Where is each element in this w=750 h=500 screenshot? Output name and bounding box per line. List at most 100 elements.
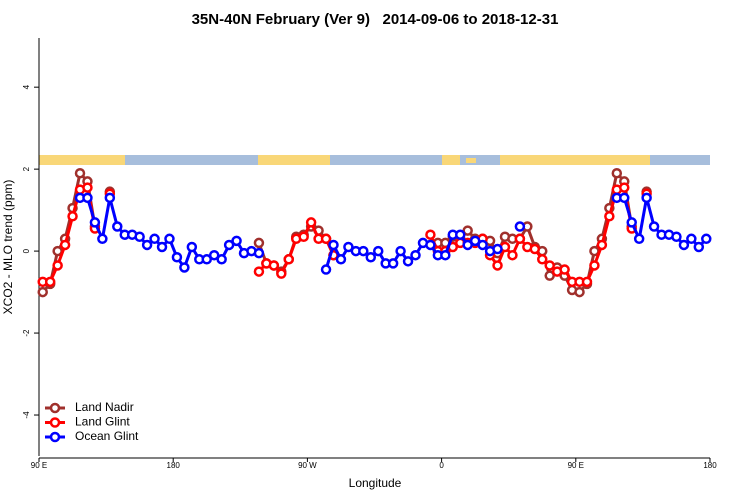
data-point <box>507 249 518 261</box>
legend-label: Land Glint <box>75 415 130 429</box>
data-point <box>425 229 436 240</box>
data-point <box>328 239 339 251</box>
x-tick-label: 0 <box>439 461 444 470</box>
data-point <box>492 260 503 271</box>
data-point <box>701 233 712 245</box>
data-point <box>52 245 63 257</box>
x-tick-label: 180 <box>703 461 717 470</box>
data-point <box>514 233 526 245</box>
data-point <box>67 211 78 222</box>
data-point <box>52 260 63 271</box>
data-point <box>454 229 466 240</box>
data-point <box>335 254 347 265</box>
data-point <box>611 167 623 179</box>
data-point <box>149 233 160 245</box>
data-point <box>589 260 600 271</box>
land-band <box>442 155 460 165</box>
chart-title: 35N-40N February (Ver 9) 2014-09-06 to 2… <box>192 11 559 28</box>
data-point <box>648 221 660 232</box>
data-point <box>156 241 168 253</box>
data-point <box>469 235 481 247</box>
legend-marker <box>49 417 61 428</box>
data-point <box>514 221 526 232</box>
data-point <box>253 266 265 277</box>
data-point <box>633 233 645 245</box>
data-point <box>283 254 295 265</box>
land-band <box>258 155 330 165</box>
data-point <box>179 262 190 273</box>
data-point <box>574 286 585 298</box>
data-point <box>559 264 570 275</box>
legend-label: Ocean Glint <box>75 429 139 443</box>
data-point <box>671 231 682 243</box>
y-axis-label: XCO2 - MLO trend (ppm) <box>1 180 15 315</box>
data-point <box>440 249 451 261</box>
data-point <box>581 276 593 288</box>
data-point <box>641 192 652 204</box>
data-point <box>186 241 198 253</box>
data-point <box>44 276 56 288</box>
data-point <box>223 239 235 251</box>
data-point <box>82 192 93 204</box>
data-point <box>141 239 153 251</box>
data-point <box>74 167 86 179</box>
data-point <box>544 260 555 271</box>
data-point <box>402 256 414 267</box>
data-point <box>462 239 473 251</box>
data-point <box>462 225 473 236</box>
data-point <box>372 245 384 257</box>
data-point <box>59 239 71 251</box>
data-point <box>208 249 220 261</box>
x-tick-label: 90 E <box>568 461 584 470</box>
x-tick-label: 90 W <box>298 461 317 470</box>
data-point <box>537 254 548 265</box>
legend-marker <box>49 402 61 414</box>
land-band <box>39 155 125 165</box>
land-ocean-strip <box>39 155 710 165</box>
data-point <box>216 254 227 265</box>
data-point <box>305 217 317 228</box>
data-point <box>387 258 399 269</box>
data-point <box>477 239 488 251</box>
data-point <box>619 192 630 204</box>
data-point <box>604 211 615 222</box>
land-band <box>500 155 650 165</box>
x-axis-label: Longitude <box>349 476 402 490</box>
data-point <box>320 264 332 275</box>
data-point <box>89 217 101 228</box>
data-point <box>253 247 265 259</box>
ocean-band <box>39 155 710 165</box>
data-point <box>529 243 541 255</box>
land-band <box>466 158 476 163</box>
x-tick-label: 180 <box>167 461 181 470</box>
data-point <box>97 233 108 245</box>
data-point <box>410 249 421 261</box>
data-point <box>320 233 332 245</box>
y-tick-label: -4 <box>22 411 31 419</box>
legend-marker <box>49 431 61 443</box>
data-point <box>231 235 242 247</box>
data-point <box>678 239 690 251</box>
data-point <box>253 237 265 249</box>
y-tick-label: 2 <box>22 166 31 171</box>
data-point <box>268 260 280 271</box>
data-point <box>164 233 175 245</box>
data-point <box>619 182 630 193</box>
data-point <box>626 217 637 228</box>
data-point <box>686 233 697 245</box>
y-tick-label: 0 <box>22 248 31 253</box>
data-point <box>37 286 48 298</box>
y-tick-label: 4 <box>22 84 31 89</box>
data-point <box>358 245 369 257</box>
data-point <box>276 268 287 279</box>
data-point <box>425 239 436 251</box>
data-point <box>201 254 212 265</box>
data-point <box>693 241 705 253</box>
data-point <box>112 221 123 232</box>
data-point <box>171 251 183 263</box>
data-point <box>82 182 93 193</box>
data-point <box>492 243 503 255</box>
legend-label: Land Nadir <box>75 400 134 414</box>
